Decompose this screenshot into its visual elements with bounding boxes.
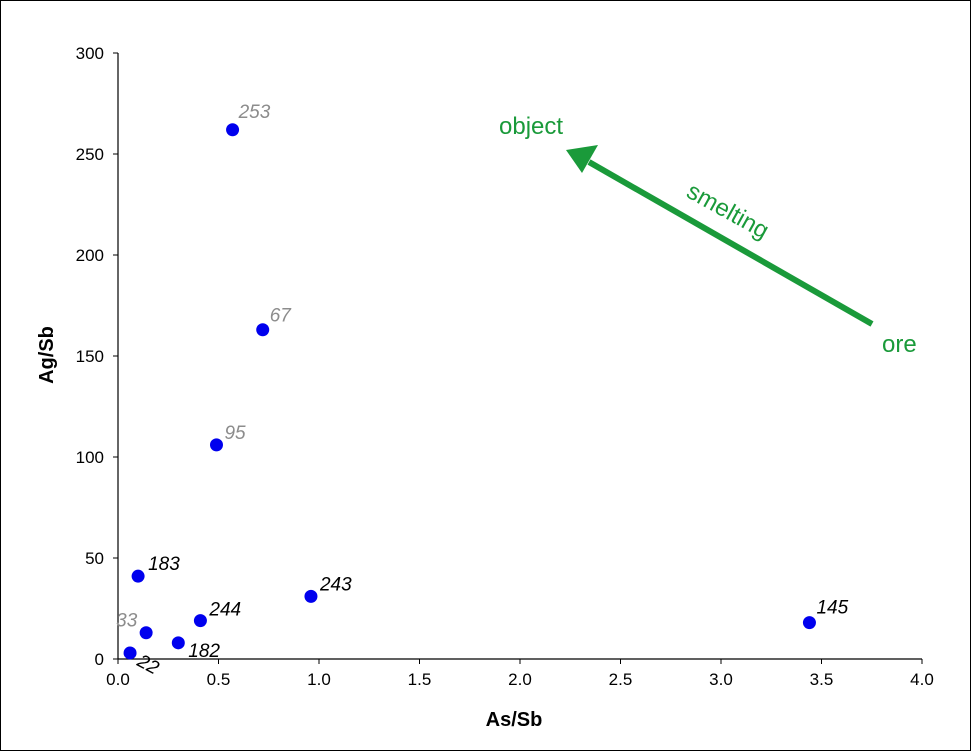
axes [117, 53, 922, 660]
x-tick-label: 2.5 [609, 670, 633, 689]
x-tick-label: 1.5 [408, 670, 432, 689]
point-label: 182 [188, 641, 220, 662]
data-point [193, 614, 207, 628]
point-label: 243 [319, 574, 352, 595]
data-point [802, 616, 816, 630]
y-axis-title: Ag/Sb [36, 326, 58, 384]
data-point [131, 569, 145, 583]
y-tick-label: 100 [76, 448, 104, 467]
point-label: 244 [208, 600, 241, 621]
point-label: 22 [133, 650, 163, 679]
annotation-smelting: smelting [682, 178, 773, 245]
data-point [256, 323, 270, 337]
annotation-object: object [499, 113, 563, 140]
point-label: 183 [148, 554, 180, 575]
data-points: 253 67 95 183 243 244 33 182 22 145 [116, 102, 848, 680]
point-label: 253 [238, 102, 271, 123]
x-tick-label: 4.0 [910, 670, 934, 689]
annotation-ore: ore [882, 331, 917, 358]
y-tick-label: 250 [76, 145, 104, 164]
x-tick-label: 0.5 [207, 670, 231, 689]
x-tick-label: 3.0 [709, 670, 733, 689]
x-tick-label: 2.0 [508, 670, 532, 689]
point-label: 145 [816, 598, 848, 619]
point-label: 67 [270, 306, 293, 327]
annotations: object smelting ore [499, 113, 917, 358]
x-tick-label: 0.0 [106, 670, 130, 689]
data-point [209, 438, 223, 452]
y-tick-label: 150 [76, 347, 104, 366]
x-axis-title: As/Sb [486, 709, 543, 731]
y-tick-label: 200 [76, 246, 104, 265]
y-tick-label: 50 [85, 549, 104, 568]
x-ticks: 0.0 0.5 1.0 1.5 2.0 2.5 3.0 3.5 4.0 [106, 659, 934, 689]
data-point [304, 589, 318, 603]
y-ticks: 0 50 100 150 200 250 300 [76, 44, 118, 669]
data-point [139, 626, 153, 640]
point-label: 33 [116, 611, 138, 632]
y-tick-label: 300 [76, 44, 104, 63]
data-point [123, 646, 137, 660]
x-tick-label: 1.0 [307, 670, 331, 689]
point-label: 95 [224, 423, 246, 444]
y-tick-label: 0 [95, 650, 104, 669]
smelting-arrow-head [566, 145, 598, 173]
data-point [226, 123, 240, 137]
smelting-arrow-shaft [587, 159, 874, 327]
x-tick-label: 3.5 [810, 670, 834, 689]
data-point [171, 636, 185, 650]
